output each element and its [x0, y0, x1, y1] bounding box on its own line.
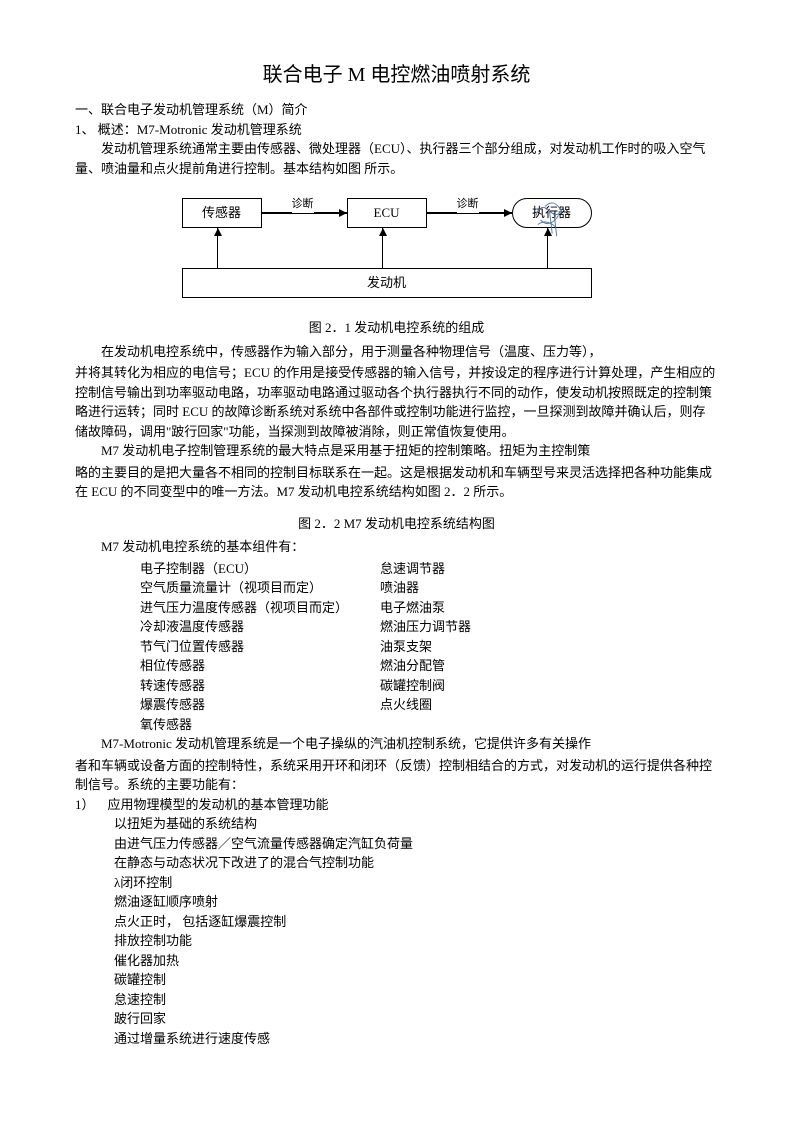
engine-box: 发动机 — [182, 268, 592, 298]
component-item: 怠速调节器 — [380, 559, 471, 579]
component-item: 转速传感器 — [140, 676, 380, 696]
subsection: 1、 概述：M7-Motronic 发动机管理系统 — [75, 120, 718, 140]
feature-item: 怠速控制 — [114, 990, 718, 1010]
component-item: 喷油器 — [380, 578, 471, 598]
system-diagram: 传感器 ECU 执行器 发动机 诊断 诊断 — [182, 193, 612, 303]
component-item: 碳罐控制阀 — [380, 676, 471, 696]
diag-label: 诊断 — [457, 196, 479, 213]
feature-item: λ闭环控制 — [114, 873, 718, 893]
component-item: 节气门位置传感器 — [140, 637, 380, 657]
component-item: 燃油分配管 — [380, 656, 471, 676]
paragraph: 者和车辆或设备方面的控制特性，系统采用开环和闭环（反馈）控制相结合的方式，对发动… — [75, 756, 718, 795]
scribble-icon — [527, 193, 572, 238]
paragraph: 发动机管理系统通常主要由传感器、微处理器（ECU）、执行器三个部分组成，对发动机… — [75, 139, 718, 178]
section-heading: 一、联合电子发动机管理系统（M）简介 — [75, 100, 718, 120]
component-item: 电子控制器（ECU） — [140, 559, 380, 579]
component-item: 点火线圈 — [380, 695, 471, 715]
ecu-box: ECU — [347, 198, 427, 228]
paragraph: 略的主要目的是把大量各不相同的控制目标联系在一起。这是根据发动机和车辆型号来灵活… — [75, 463, 718, 502]
page-title: 联合电子 M 电控燃油喷射系统 — [75, 60, 718, 90]
paragraph: M7 发动机电子控制管理系统的最大特点是采用基于扭矩的控制策略。扭矩为主控制策 — [75, 441, 718, 461]
feature-item: 通过增量系统进行速度传感 — [114, 1029, 718, 1049]
paragraph: M7 发动机电控系统的基本组件有： — [75, 537, 718, 557]
component-item: 冷却液温度传感器 — [140, 617, 380, 637]
feature-item: 跛行回家 — [114, 1009, 718, 1029]
figure-caption: 图 2．1 发动机电控系统的组成 — [75, 318, 718, 338]
paragraph: 并将其转化为相应的电信号；ECU 的作用是接受传感器的输入信号，并按设定的程序进… — [75, 363, 718, 441]
component-item: 进气压力温度传感器（视项目而定） — [140, 598, 380, 618]
paragraph: 在发动机电控系统中，传感器作为输入部分，用于测量各种物理信号（温度、压力等）， — [75, 342, 718, 362]
component-item: 燃油压力调节器 — [380, 617, 471, 637]
feature-item: 在静态与动态状况下改进了的混合气控制功能 — [114, 853, 718, 873]
feature-item: 催化器加热 — [114, 951, 718, 971]
component-item: 爆震传感器 — [140, 695, 380, 715]
feature-item: 碳罐控制 — [114, 970, 718, 990]
feature-heading: 1） 应用物理模型的发动机的基本管理功能 — [75, 795, 718, 815]
component-list: 电子控制器（ECU）空气质量流量计（视项目而定）进气压力温度传感器（视项目而定）… — [140, 559, 718, 735]
component-item: 相位传感器 — [140, 656, 380, 676]
feature-item: 排放控制功能 — [114, 931, 718, 951]
feature-item: 点火正时， 包括逐缸爆震控制 — [114, 912, 718, 932]
diag-label: 诊断 — [292, 196, 314, 213]
feature-item: 以扭矩为基础的系统结构 — [114, 814, 718, 834]
component-item: 空气质量流量计（视项目而定） — [140, 578, 380, 598]
feature-item: 由进气压力传感器／空气流量传感器确定汽缸负荷量 — [114, 834, 718, 854]
component-item: 氧传感器 — [140, 715, 380, 735]
paragraph: M7-Motronic 发动机管理系统是一个电子操纵的汽油机控制系统，它提供许多… — [75, 734, 718, 754]
sensor-box: 传感器 — [182, 198, 262, 228]
feature-item: 燃油逐缸顺序喷射 — [114, 892, 718, 912]
figure-caption: 图 2．2 M7 发动机电控系统结构图 — [75, 514, 718, 534]
component-item: 油泵支架 — [380, 637, 471, 657]
component-item: 电子燃油泵 — [380, 598, 471, 618]
